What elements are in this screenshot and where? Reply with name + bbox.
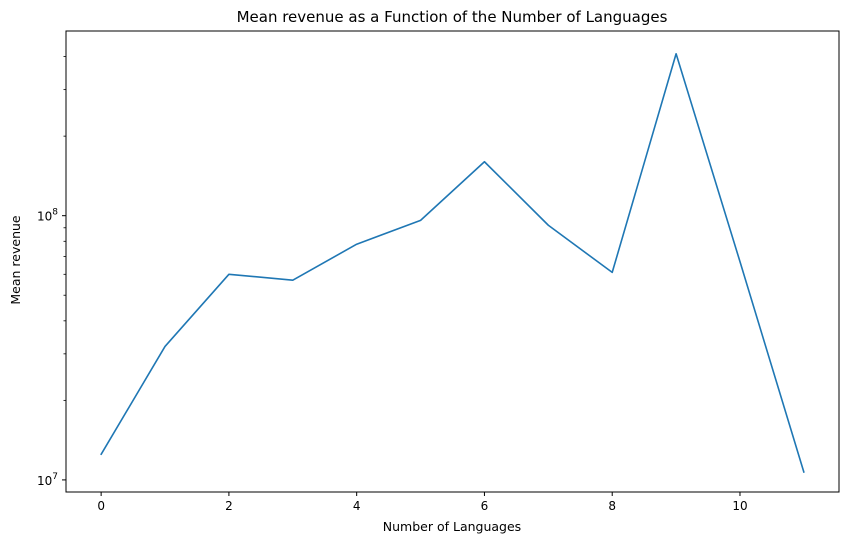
y-tick-label-base: 10 [37,474,52,488]
chart-title: Mean revenue as a Function of the Number… [237,8,668,26]
x-tick-label: 6 [481,499,489,513]
y-tick-label-exponent: 7 [52,472,58,482]
y-tick-label: 108 [37,208,58,224]
plot-area [100,52,805,473]
x-axis: 0 2 4 6 8 10 [97,492,748,513]
y-tick-label-base: 10 [37,210,52,224]
x-tick-label: 4 [353,499,361,513]
x-tick-label: 2 [225,499,233,513]
x-axis-label: Number of Languages [383,519,521,534]
y-tick-label-exponent: 8 [52,208,58,218]
y-tick-label: 107 [37,472,58,488]
x-tick-label: 10 [732,499,747,513]
series-line [100,52,805,473]
x-tick-label: 0 [97,499,105,513]
plot-frame [65,30,840,493]
y-axis-label: Mean revenue [8,215,23,305]
x-tick-label: 8 [608,499,616,513]
